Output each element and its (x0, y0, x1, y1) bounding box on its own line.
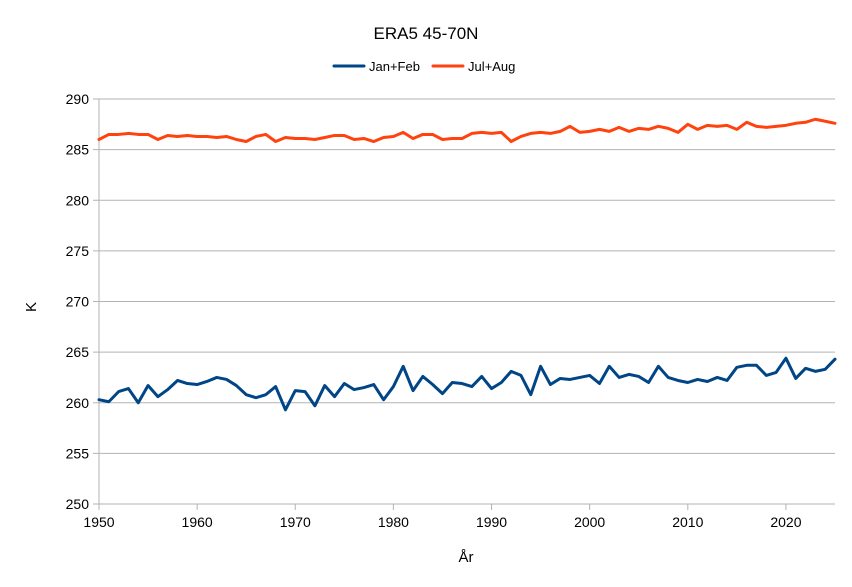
y-axis-ticks: 250 255 260 265 270 275 280 285 290 (66, 91, 99, 512)
axes (98, 99, 835, 505)
series-line-jan-feb (97, 356, 837, 412)
y-tick-label: 270 (66, 294, 90, 310)
y-tick-label: 250 (66, 496, 90, 512)
y-tick-label: 285 (66, 142, 90, 158)
series-layer (97, 117, 837, 412)
x-axis-ticks: 1950 1960 1970 1980 1990 2000 2010 2020 (83, 504, 802, 530)
x-tick-label: 1960 (182, 514, 213, 530)
gridlines (99, 98, 835, 505)
x-tick-label: 2020 (770, 514, 801, 530)
x-tick-label: 2010 (672, 514, 703, 530)
y-tick-label: 280 (66, 192, 90, 208)
x-tick-label: 1970 (280, 514, 311, 530)
series-line-jul-aug (97, 117, 837, 144)
y-tick-label: 255 (66, 445, 90, 461)
chart-title: ERA5 45-70N (374, 24, 479, 43)
y-tick-label: 275 (66, 243, 90, 259)
legend-label-jan-feb: Jan+Feb (369, 59, 420, 74)
y-tick-label: 260 (66, 395, 90, 411)
x-tick-label: 1990 (476, 514, 507, 530)
x-tick-label: 1980 (378, 514, 409, 530)
legend: Jan+Feb Jul+Aug (332, 59, 515, 74)
y-tick-label: 290 (66, 91, 90, 107)
y-axis-label: K (23, 302, 40, 312)
x-tick-label: 2000 (574, 514, 605, 530)
x-tick-label: 1950 (83, 514, 114, 530)
y-tick-label: 265 (66, 344, 90, 360)
x-axis-label: År (459, 549, 474, 566)
legend-label-jul-aug: Jul+Aug (468, 59, 515, 74)
